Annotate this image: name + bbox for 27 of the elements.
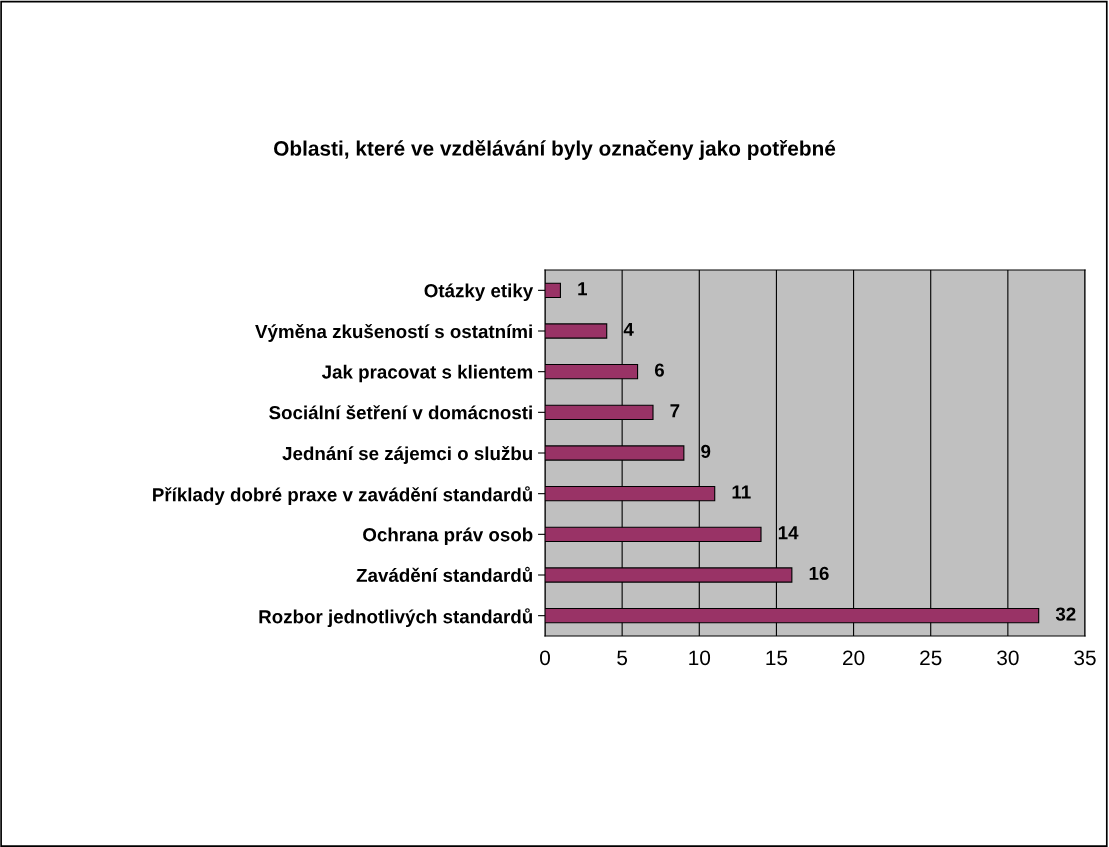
data-label: 6 <box>654 363 664 377</box>
x-tick-label: 5 <box>617 650 628 666</box>
data-label: 14 <box>778 526 799 540</box>
data-label: 9 <box>701 444 711 459</box>
x-tick-label: 15 <box>766 650 788 666</box>
y-tick-label: Zavádění standardů <box>356 566 532 582</box>
x-tick-label: 25 <box>920 650 942 666</box>
x-tick-label: 30 <box>997 650 1019 666</box>
data-label: 11 <box>732 485 751 499</box>
data-label: 1 <box>578 282 587 296</box>
x-tick-label: 20 <box>843 650 865 666</box>
data-label: 32 <box>1055 607 1076 621</box>
y-tick-label: Sociální šetření v domácnosti <box>269 405 532 420</box>
y-tick-label: Jak pracovat s klientem <box>321 364 533 383</box>
x-tick-label: 35 <box>1074 650 1096 666</box>
data-label: 4 <box>623 322 634 336</box>
y-tick-label: Příklady dobré praxe v zavádění standardů <box>153 486 532 506</box>
y-tick-label: Otázky etiky <box>424 283 534 302</box>
data-label: 16 <box>809 566 829 581</box>
y-tick-label: Rozbor jednotlivých standardů <box>259 608 532 628</box>
y-tick-label: Výměna zkušeností s ostatními <box>255 324 532 342</box>
x-tick-label: 0 <box>540 650 550 666</box>
y-tick-label: Jednání se zájemci o službu <box>282 446 532 464</box>
chart-title: Oblasti, které ve vzdělávání byly označeny jako potřebné <box>274 140 836 160</box>
y-tick-label: Ochrana práv osob <box>363 527 533 546</box>
x-tick-label: 10 <box>689 650 711 666</box>
data-label: 7 <box>670 404 680 418</box>
